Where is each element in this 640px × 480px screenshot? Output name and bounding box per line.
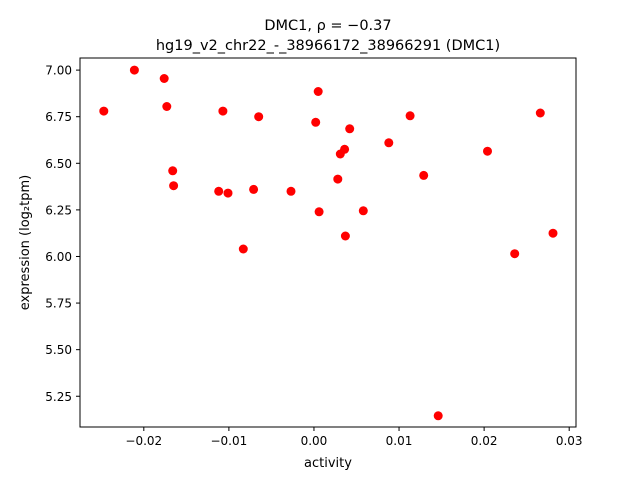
data-point <box>286 186 296 196</box>
y-axis-label: expression (log₂tpm) <box>18 175 33 310</box>
data-point <box>548 228 558 238</box>
data-point <box>129 65 139 75</box>
y-tick-label: 5.50 <box>45 343 72 357</box>
y-tick-label: 6.25 <box>45 203 72 217</box>
y-tick-label: 6.50 <box>45 157 72 171</box>
data-point <box>169 181 179 191</box>
data-point <box>510 249 520 259</box>
data-point <box>340 231 350 241</box>
data-point <box>168 166 178 176</box>
x-axis-label: activity <box>304 456 352 471</box>
x-tick-label: 0.00 <box>301 434 328 448</box>
x-tick-label: −0.02 <box>125 434 162 448</box>
x-tick-label: 0.03 <box>556 434 583 448</box>
data-point <box>419 170 429 180</box>
x-axis-ticks: −0.02 −0.01 0.00 0.01 0.02 0.03 <box>125 427 583 448</box>
data-point <box>345 124 355 134</box>
data-point <box>238 244 248 254</box>
y-tick-label: 6.00 <box>45 250 72 264</box>
y-tick-label: 5.25 <box>45 390 72 404</box>
data-point <box>358 206 368 216</box>
y-axis-ticks: 5.25 5.50 5.75 6.00 6.25 6.50 6.75 7.00 <box>45 64 80 404</box>
plot-frame <box>79 57 577 428</box>
data-point <box>214 186 224 196</box>
data-point <box>99 106 109 116</box>
chart-title-line1: DMC1, ρ = −0.37 <box>264 18 391 34</box>
data-point <box>311 117 321 127</box>
data-point <box>405 111 415 121</box>
y-tick-label: 6.75 <box>45 110 72 124</box>
data-point <box>535 108 545 118</box>
data-point <box>340 144 350 154</box>
x-tick-label: 0.02 <box>471 434 498 448</box>
chart-title-line2: hg19_v2_chr22_-_38966172_38966291 (DMC1) <box>156 38 500 54</box>
data-point <box>254 112 264 122</box>
data-point <box>433 411 443 421</box>
y-tick-label: 7.00 <box>45 64 72 78</box>
x-tick-label: −0.01 <box>210 434 247 448</box>
data-point <box>159 74 169 83</box>
data-point <box>314 207 324 217</box>
data-point <box>223 188 233 198</box>
x-tick-label: 0.01 <box>386 434 413 448</box>
data-point <box>483 146 492 156</box>
data-point <box>218 106 228 116</box>
data-points <box>99 65 558 421</box>
data-point <box>384 138 394 148</box>
data-point <box>249 184 259 194</box>
data-point <box>333 174 343 184</box>
data-point <box>162 102 172 111</box>
data-point <box>313 87 323 96</box>
y-tick-label: 5.75 <box>45 297 72 311</box>
